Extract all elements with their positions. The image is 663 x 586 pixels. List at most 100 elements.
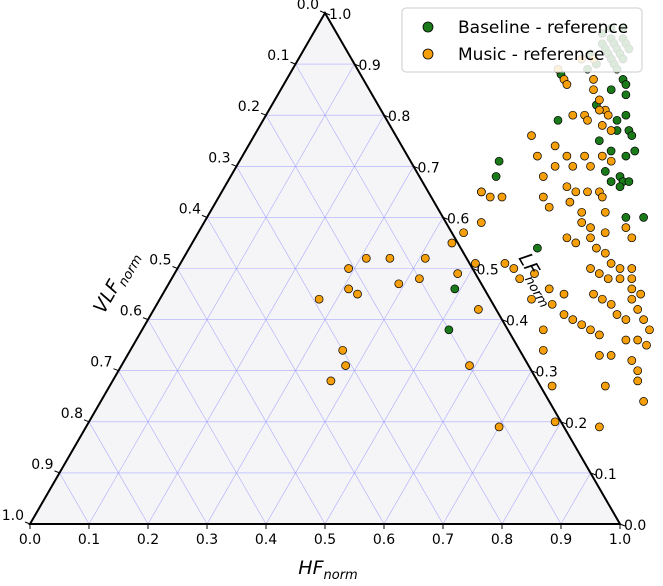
music-point [538,192,548,202]
lf-tick-mark [590,472,596,476]
hf-tick-label: 0.6 [373,532,395,548]
music-point [606,259,616,268]
music-point [633,305,643,314]
music-point [627,264,637,273]
baseline-point [621,90,631,100]
music-point [562,182,572,192]
music-point [615,274,625,284]
legend-marker-music [422,48,434,60]
baseline-point [606,146,616,156]
music-point [642,340,651,350]
lf-tick-label: 0.9 [359,58,381,74]
music-point [530,269,539,278]
music-point [597,192,607,202]
music-point [538,172,548,181]
baseline-point [612,115,622,125]
music-point [633,366,643,376]
music-point [465,361,474,370]
music-point [627,294,637,304]
vlf-tick-label: 0.3 [208,150,230,166]
vlf-tick-label: 0.0 [297,0,319,13]
music-point [586,325,595,335]
music-point [600,228,610,238]
grid-line [560,472,591,525]
legend-label-music: Music - reference [458,45,604,65]
music-point [586,264,595,273]
music-point [568,110,578,120]
lf-tick-mark [354,63,360,67]
grid-line [59,472,90,525]
music-point [353,289,362,299]
baseline-point [450,284,460,294]
lf-tick-label: 0.0 [624,518,646,534]
vlf-tick-mark [172,266,178,269]
music-point [477,187,486,197]
vlf-tick-mark [231,163,237,167]
vlf-tick-mark [142,317,149,321]
lf-tick-label: 0.5 [477,263,499,279]
music-point [562,80,572,89]
music-point [533,151,542,161]
grid-line [206,166,414,525]
music-point [600,248,610,258]
grid-line [206,217,385,525]
music-point [597,151,607,161]
vlf-tick-label: 0.1 [267,48,289,64]
music-point [621,335,631,345]
music-point [361,253,371,263]
grid-line [177,268,326,525]
music-point [589,75,598,84]
hf-tick-label: 0.1 [78,532,100,548]
vlf-tick-mark [290,61,296,65]
music-point [447,238,457,248]
music-point [550,141,560,151]
grid-line [118,370,208,525]
legend: Baseline - reference Music - reference [401,7,643,73]
baseline-point [630,146,640,156]
music-point [615,264,625,273]
music-point [544,284,554,294]
baseline-point [621,213,631,222]
music-point [639,397,648,406]
music-point [583,187,592,197]
music-point [326,376,336,386]
vlf-tick-label: 0.7 [90,355,112,371]
music-point [586,161,595,171]
hf-tick-label: 0.4 [255,532,277,548]
vlf-tick-mark [201,214,208,218]
music-point [606,299,616,309]
vlf-tick-label: 0.2 [238,99,260,115]
music-point [594,269,604,278]
baseline-point [606,177,616,186]
music-point [538,345,548,355]
music-point [547,299,557,309]
music-point [527,294,536,304]
music-point [485,192,495,202]
music-point [559,310,569,319]
music-point [385,253,395,263]
baseline-point [621,80,631,89]
music-point [568,315,578,324]
music-point [612,310,622,319]
music-point [476,218,486,227]
grid-line [236,166,444,525]
music-point [586,233,595,243]
music-point [344,284,353,294]
music-point [494,422,504,432]
grid-line [88,421,149,525]
music-point [571,238,581,248]
music-point [583,115,592,125]
music-point [565,197,575,207]
music-point [459,228,468,238]
lf-tick-label: 0.3 [536,365,558,381]
music-point [547,381,557,391]
hf-tick-label: 1.0 [609,532,631,548]
music-point [595,351,604,360]
music-point [341,361,350,370]
music-point [568,161,578,171]
music-point [636,289,646,299]
music-point [538,325,548,335]
vlf-tick-label: 0.6 [120,304,142,320]
music-point [600,207,610,217]
music-point [544,202,554,212]
